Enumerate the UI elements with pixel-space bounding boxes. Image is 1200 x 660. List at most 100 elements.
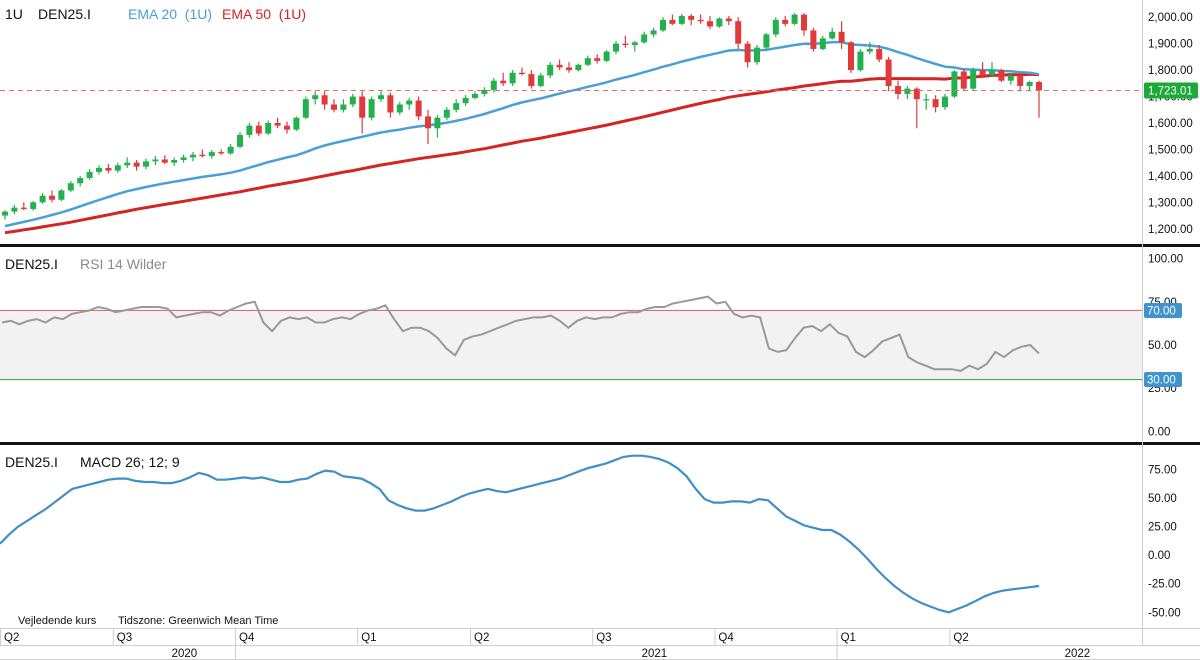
candle (725, 15, 732, 26)
symbol-label[interactable]: DEN25.I (38, 6, 91, 22)
candle-body (190, 154, 196, 158)
candle-body (218, 152, 225, 154)
candle-body (368, 99, 375, 118)
candle-body (96, 167, 102, 172)
candle (885, 56, 892, 92)
candle (923, 93, 930, 110)
candle (105, 163, 112, 174)
price-tick-label: 1,800.00 (1148, 65, 1193, 77)
candle-body (415, 100, 422, 117)
candle (566, 62, 572, 73)
candle (293, 116, 300, 131)
price-y-axis[interactable]: 2,000.001,900.001,800.001,700.001,600.00… (1148, 12, 1193, 236)
candle-body (20, 207, 27, 209)
candle (302, 96, 309, 120)
candle-body (312, 95, 319, 100)
candle (67, 181, 74, 193)
candle-body (472, 93, 478, 98)
candle (227, 144, 234, 155)
candle-body (594, 58, 601, 61)
candle (406, 97, 413, 110)
candle (556, 59, 563, 71)
candle-body (829, 31, 836, 39)
candle-body (255, 125, 262, 134)
candle-body (641, 34, 648, 43)
candle (265, 120, 272, 135)
candle (1017, 74, 1024, 92)
candle-body (359, 96, 366, 118)
rsi-upper-tag: 70.00 (1144, 302, 1182, 318)
candle-body (932, 99, 939, 108)
candle (481, 87, 488, 97)
ema20-legend[interactable]: EMA 20 (1U) (128, 6, 212, 22)
ema50-legend[interactable]: EMA 50 (1U) (222, 6, 306, 22)
candle-body (801, 14, 807, 31)
candle-body (566, 67, 572, 71)
candle-body (443, 109, 450, 118)
candle-body (660, 19, 666, 31)
interval-label[interactable]: 1U (5, 6, 23, 22)
indicative-price-note: Vejledende kurs (18, 615, 97, 627)
candle-body (556, 64, 563, 68)
candle (255, 121, 262, 137)
candle (989, 62, 995, 77)
panel-divider[interactable] (0, 244, 1200, 247)
candle-body (481, 89, 488, 94)
timezone-note: Tidszone: Greenwich Mean Time (118, 615, 278, 627)
candle-body (772, 19, 779, 35)
panel-divider[interactable] (0, 442, 1200, 445)
candle-body (133, 162, 140, 167)
price-panel[interactable]: 2,000.001,900.001,800.001,700.001,600.00… (0, 6, 1198, 236)
candle-body (866, 48, 873, 52)
candle (754, 44, 760, 65)
rsi-symbol-label[interactable]: DEN25.I (5, 256, 58, 272)
year-label: 2020 (172, 648, 198, 660)
price-tick-label: 1,600.00 (1148, 118, 1193, 130)
quarter-label: Q3 (596, 632, 611, 644)
candle (472, 91, 478, 100)
macd-y-axis[interactable]: 75.00 50.00 25.00 0.00 -25.00 -50.00 (1148, 464, 1181, 619)
quarter-label: Q2 (474, 632, 489, 644)
candle (735, 17, 742, 49)
candle (96, 165, 102, 175)
candle-body (180, 157, 187, 161)
candle-body (735, 21, 742, 44)
candle (537, 72, 544, 88)
quarter-label: Q4 (718, 632, 734, 644)
candle (641, 31, 648, 44)
candle-body (895, 85, 901, 94)
candle-body (1007, 75, 1014, 81)
candle (500, 72, 507, 86)
candle (49, 190, 55, 203)
candle-body (284, 125, 290, 130)
candle (312, 91, 319, 105)
candle-body (302, 99, 309, 118)
macd-tick-label: 0.00 (1148, 550, 1170, 562)
candle (866, 42, 873, 55)
candle-body (810, 30, 817, 49)
candle (86, 169, 93, 180)
candle-body (782, 19, 789, 24)
candle (669, 14, 676, 26)
candle (904, 85, 911, 100)
rsi-indicator-label[interactable]: RSI 14 Wilder (80, 256, 167, 272)
candle (434, 115, 441, 138)
candle (998, 68, 1005, 83)
candle-body (1017, 75, 1024, 86)
candle-body (340, 104, 347, 110)
candle (913, 87, 920, 129)
macd-indicator-label[interactable]: MACD 26; 12; 9 (80, 454, 180, 470)
candle (161, 155, 168, 164)
candle (218, 149, 225, 155)
candle (970, 67, 977, 90)
candle (707, 15, 713, 30)
candle-body (697, 19, 704, 22)
candle (143, 158, 149, 170)
candle (246, 123, 253, 138)
candle (547, 62, 554, 79)
macd-symbol-label[interactable]: DEN25.I (5, 454, 58, 470)
candle-body (49, 195, 55, 200)
